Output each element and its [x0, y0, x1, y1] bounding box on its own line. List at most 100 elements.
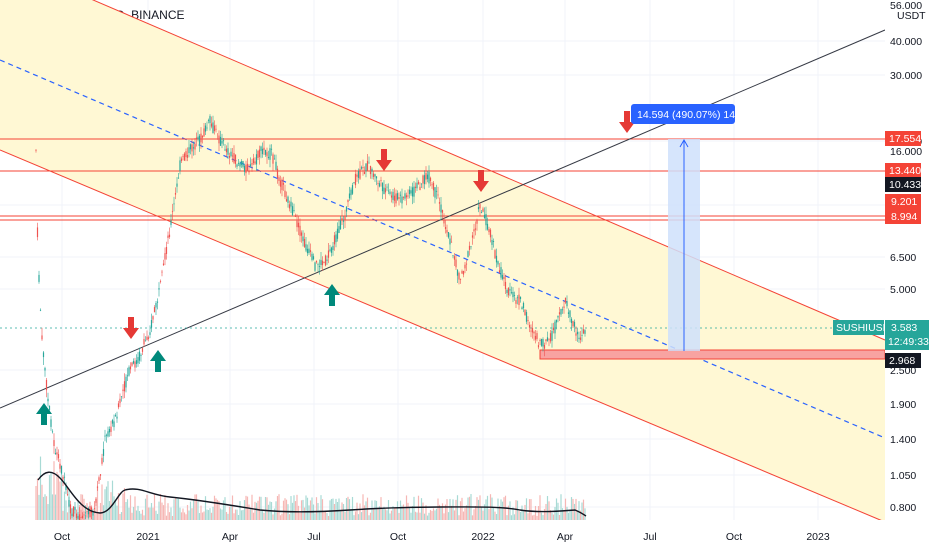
measure-label: 14.594 (490.07%) 14594: [637, 109, 753, 121]
candle-body: [506, 289, 508, 294]
channel-upper-line[interactable]: [0, 0, 886, 341]
candle-body: [258, 149, 261, 158]
candle-body: [189, 144, 192, 150]
candle-body: [497, 261, 499, 265]
candle-body: [38, 274, 40, 282]
candle-body: [452, 255, 454, 257]
candle-body: [306, 248, 309, 254]
candle-body: [39, 309, 42, 311]
volume-bar: [506, 515, 508, 520]
candle-body: [42, 352, 45, 358]
candle-body: [66, 494, 69, 496]
support-zone[interactable]: [539, 349, 886, 360]
volume-bar: [119, 513, 121, 520]
volume-bar: [140, 513, 142, 520]
candle-body: [176, 183, 178, 187]
ascending-trendline[interactable]: [0, 29, 886, 409]
volume-bar: [437, 498, 439, 520]
volume-bar: [521, 505, 523, 520]
candle-body: [569, 310, 571, 318]
candle-body: [261, 148, 264, 155]
volume-bar: [537, 506, 540, 520]
candle-body: [267, 156, 270, 158]
volume-bar: [132, 506, 135, 520]
volume-bar: [570, 497, 573, 520]
candle-body: [482, 208, 484, 212]
candle-body: [384, 188, 387, 193]
candle-body: [333, 235, 336, 245]
channel-midline[interactable]: [0, 59, 886, 439]
candle-body: [359, 168, 361, 179]
volume-bar: [474, 505, 477, 520]
candle-body: [308, 248, 310, 254]
candle-body: [557, 315, 559, 318]
candle-body: [492, 241, 495, 242]
volume-bar: [477, 499, 480, 520]
price-tick-label: 5.000: [890, 284, 916, 296]
candle-body: [507, 287, 510, 296]
price-axis-unit: USDT: [897, 10, 926, 22]
candle-body: [425, 172, 427, 180]
time-axis[interactable]: Oct 2021 Apr Jul Oct 2022 Apr Jul Oct 2023: [54, 531, 830, 543]
volume-bar: [206, 509, 208, 520]
candle-body: [405, 195, 408, 198]
candle-body: [441, 210, 444, 213]
volume-bar: [201, 512, 204, 520]
candle-body: [291, 206, 294, 215]
level-tags[interactable]: 17.554 13.440 10.433 9.201 8.994 SUSHIUS…: [833, 131, 929, 368]
volume-bar: [563, 510, 565, 520]
candle-body: [290, 201, 292, 207]
volume-bar: [285, 499, 288, 520]
candle-body: [393, 195, 396, 201]
candle-body: [87, 508, 90, 515]
volume-bar: [194, 494, 196, 520]
volume-bar: [569, 509, 571, 520]
volume-bar: [404, 508, 406, 520]
volume-bar: [38, 494, 40, 520]
volume-bar: [47, 504, 49, 520]
volume-bar: [357, 514, 360, 520]
candle-body: [455, 259, 457, 268]
candle-body: [467, 251, 469, 258]
volume-bar: [255, 502, 258, 520]
volume-bar: [386, 510, 388, 520]
volume-bar: [476, 497, 478, 520]
candle-body: [534, 335, 537, 340]
time-tick-label: Apr: [557, 531, 574, 543]
volume-bar: [512, 507, 514, 520]
volume-bar: [305, 495, 307, 520]
time-tick-label: 2023: [806, 531, 830, 543]
candle-body: [225, 148, 228, 153]
horizontal-levels[interactable]: [0, 138, 885, 221]
volume-bar: [338, 498, 340, 520]
candlesticks[interactable]: [35, 114, 586, 527]
volume-bar: [284, 498, 286, 520]
candle-body: [161, 271, 163, 273]
candle-body: [372, 173, 375, 177]
volume-bar: [80, 494, 82, 520]
candle-body: [293, 210, 295, 211]
candle-body: [221, 140, 223, 144]
volume-bar: [431, 510, 433, 520]
volume-bar: [120, 512, 123, 520]
price-tick-label: 40.000: [890, 36, 922, 48]
candle-body: [504, 281, 507, 290]
candle-body: [131, 362, 133, 366]
volume-bar: [482, 510, 484, 520]
candle-body: [533, 331, 535, 334]
candle-body: [135, 360, 138, 364]
candle-body: [230, 151, 232, 157]
candle-body: [474, 228, 477, 230]
candle-body: [363, 171, 366, 175]
candle-body: [254, 161, 256, 164]
volume-bar: [314, 513, 316, 520]
volume-bar: [315, 497, 318, 520]
volume-bar: [443, 513, 445, 520]
candle-body: [179, 160, 181, 171]
volume-bar: [200, 505, 202, 520]
volume-bar: [552, 514, 555, 520]
channel-lower-line[interactable]: [0, 149, 886, 523]
volume-bar: [251, 494, 253, 520]
volume-bar: [527, 513, 529, 520]
